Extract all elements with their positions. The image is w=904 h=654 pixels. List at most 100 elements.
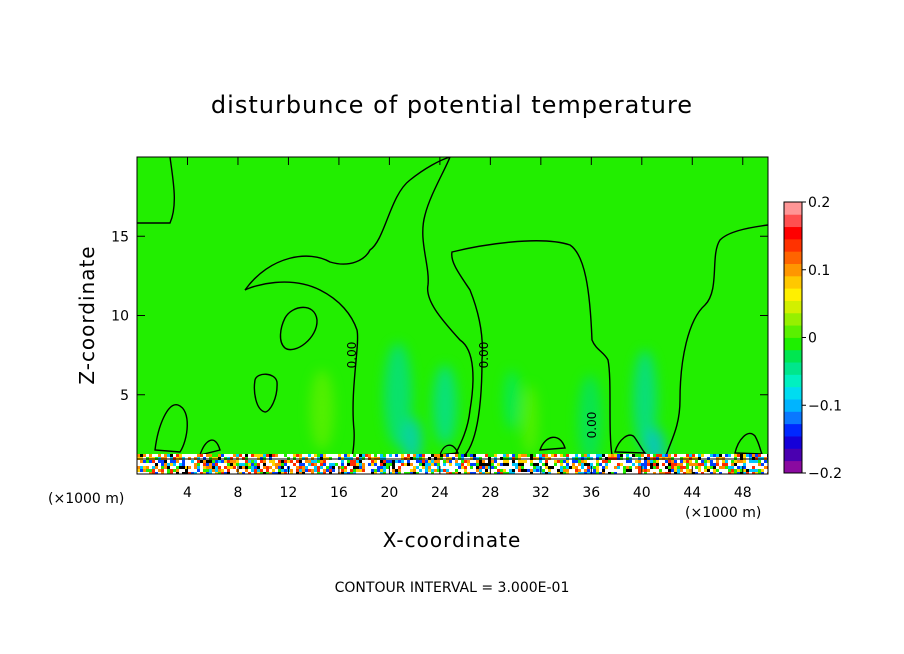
surface-cell [566, 454, 569, 457]
surface-cell [611, 472, 614, 474]
surface-cell [755, 469, 758, 472]
surface-cell [221, 454, 224, 457]
surface-cell [371, 454, 374, 457]
surface-cell [398, 469, 401, 472]
surface-cell [563, 466, 566, 469]
surface-cell [497, 463, 500, 466]
surface-cell [743, 466, 746, 469]
chart-title: disturbunce of potential temperature [211, 91, 693, 119]
surface-cell [689, 466, 692, 469]
surface-cell [320, 472, 323, 474]
colorbar-swatch [784, 386, 802, 400]
surface-cell [650, 469, 653, 472]
surface-cell [719, 460, 722, 463]
surface-cell [422, 454, 425, 457]
surface-cell [350, 469, 353, 472]
surface-cell [593, 463, 596, 466]
surface-cell [731, 463, 734, 466]
surface-cell [419, 472, 422, 474]
surface-cell [488, 460, 491, 463]
surface-cell [758, 472, 761, 474]
surface-cell [434, 463, 437, 466]
surface-cell [608, 466, 611, 469]
surface-cell [161, 472, 164, 474]
surface-cell [329, 469, 332, 472]
surface-cell [467, 472, 470, 474]
surface-cell [341, 472, 344, 474]
surface-cell [272, 454, 275, 457]
surface-cell [377, 472, 380, 474]
surface-cell [371, 472, 374, 474]
surface-cell [755, 466, 758, 469]
surface-cell [491, 454, 494, 457]
surface-cell [416, 460, 419, 463]
surface-cell [296, 466, 299, 469]
surface-cell [647, 454, 650, 457]
surface-cell [242, 472, 245, 474]
surface-cell [149, 472, 152, 474]
surface-cell [695, 454, 698, 457]
surface-cell [476, 466, 479, 469]
surface-cell [752, 472, 755, 474]
surface-cell [416, 469, 419, 472]
surface-cell [398, 460, 401, 463]
surface-cell [428, 472, 431, 474]
surface-cell [299, 454, 302, 457]
surface-cell [545, 454, 548, 457]
surface-cell [230, 463, 233, 466]
surface-cell [635, 460, 638, 463]
y-tick-label: 15 [111, 229, 129, 245]
surface-cell [224, 472, 227, 474]
surface-cell [230, 472, 233, 474]
surface-cell [746, 469, 749, 472]
surface-cell [170, 466, 173, 469]
surface-cell [587, 472, 590, 474]
surface-cell [365, 469, 368, 472]
surface-cell [506, 466, 509, 469]
surface-cell [155, 472, 158, 474]
surface-cell [278, 472, 281, 474]
colorbar-swatch [784, 460, 802, 474]
surface-cell [743, 454, 746, 457]
surface-cell [323, 472, 326, 474]
surface-cell [209, 469, 212, 472]
surface-cell [551, 472, 554, 474]
surface-cell [167, 463, 170, 466]
surface-cell [761, 460, 764, 463]
surface-cell [563, 454, 566, 457]
surface-cell [743, 469, 746, 472]
surface-cell [599, 469, 602, 472]
surface-cell [752, 454, 755, 457]
surface-cell [554, 454, 557, 457]
surface-cell [227, 466, 230, 469]
surface-cell [239, 469, 242, 472]
surface-cell [692, 469, 695, 472]
surface-cell [320, 466, 323, 469]
surface-cell [320, 460, 323, 463]
surface-cell [197, 472, 200, 474]
surface-cell [722, 466, 725, 469]
surface-cell [200, 460, 203, 463]
surface-cell [701, 469, 704, 472]
surface-cell [707, 460, 710, 463]
surface-cell [467, 460, 470, 463]
surface-cell [161, 466, 164, 469]
surface-cell [746, 454, 749, 457]
surface-cell [332, 463, 335, 466]
surface-cell [497, 469, 500, 472]
surface-cell [167, 466, 170, 469]
surface-cell [692, 463, 695, 466]
surface-cell [401, 469, 404, 472]
surface-cell [530, 454, 533, 457]
surface-cell [431, 454, 434, 457]
surface-cell [278, 469, 281, 472]
surface-cell [533, 463, 536, 466]
colorbar-swatch [784, 312, 802, 326]
surface-cell [383, 466, 386, 469]
surface-cell [383, 472, 386, 474]
surface-cell [524, 466, 527, 469]
surface-cell [674, 454, 677, 457]
surface-cell [647, 466, 650, 469]
y-tick-label: 10 [111, 309, 129, 325]
surface-cell [143, 469, 146, 472]
